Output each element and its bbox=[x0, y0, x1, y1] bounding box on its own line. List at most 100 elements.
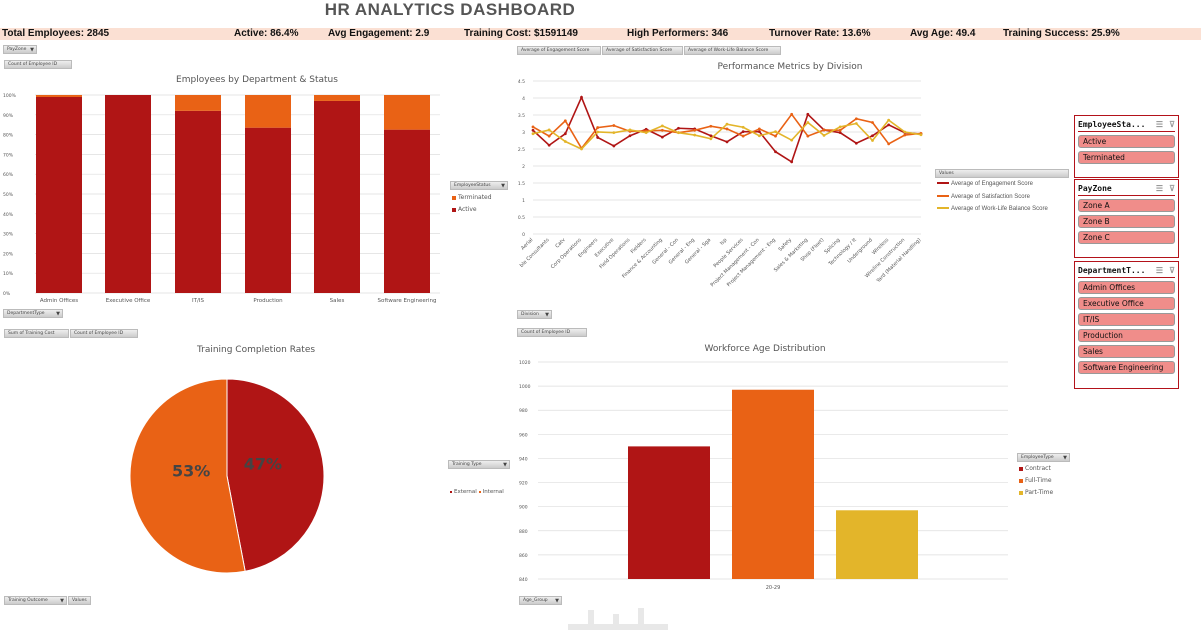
avg-satisfaction-button[interactable]: Average of Satisfaction Score bbox=[602, 46, 683, 55]
data-point bbox=[919, 133, 923, 137]
slicer-item[interactable]: Production bbox=[1078, 329, 1175, 342]
employee-status-legend-button[interactable]: EmployeeStatus ▼ bbox=[450, 181, 508, 190]
slicer-item[interactable]: Zone A bbox=[1078, 199, 1175, 212]
training-outcome-axis-button[interactable]: Training Outcome ▼ bbox=[4, 596, 67, 605]
legend-swatch bbox=[1019, 478, 1023, 483]
multi-select-icon[interactable]: ☰ bbox=[1155, 184, 1163, 193]
data-point bbox=[531, 128, 535, 132]
slicer-item[interactable]: Terminated bbox=[1078, 151, 1175, 164]
legend-item: Average of Engagement Score bbox=[937, 181, 1033, 188]
avg-worklife-button[interactable]: Average of Work-Life Balance Score bbox=[684, 46, 781, 55]
kpi-avg-age: Avg Age: 49.4 bbox=[910, 28, 976, 39]
kpi-avg-engagement: Avg Engagement: 2.9 bbox=[328, 28, 430, 39]
data-point bbox=[822, 134, 826, 137]
slicer-item[interactable]: Sales bbox=[1078, 345, 1175, 358]
data-point bbox=[854, 117, 858, 121]
data-point bbox=[563, 132, 567, 136]
employee-type-legend-button[interactable]: EmployeeType ▼ bbox=[1017, 453, 1070, 462]
data-point bbox=[790, 112, 794, 116]
button-label: Division bbox=[521, 312, 539, 317]
y-tick-label: 2 bbox=[522, 164, 525, 170]
x-tick-label: Field Operations bbox=[598, 237, 631, 270]
y-tick-label: 1020 bbox=[519, 360, 531, 366]
values-button[interactable]: Values bbox=[68, 596, 91, 605]
x-tick-label: Executive Office bbox=[106, 298, 151, 304]
bar-active bbox=[175, 110, 221, 293]
data-point bbox=[903, 130, 907, 134]
bar-terminated bbox=[245, 95, 291, 128]
y-tick-label: 2.5 bbox=[518, 147, 525, 153]
slicer-item[interactable]: Admin Offices bbox=[1078, 281, 1175, 294]
y-tick-label: 0.5 bbox=[518, 215, 525, 221]
clear-filter-icon[interactable]: ⊽ bbox=[1169, 266, 1175, 275]
dropdown-icon: ▼ bbox=[56, 311, 60, 317]
legend-item: Full-Time bbox=[1019, 477, 1052, 484]
department-type-axis-button[interactable]: DepartmentType ▼ bbox=[3, 309, 63, 318]
bar-active bbox=[384, 129, 430, 293]
data-point bbox=[660, 124, 664, 128]
chart3-title: Training Completion Rates bbox=[196, 345, 316, 355]
slicer-item[interactable]: Software Engineering bbox=[1078, 361, 1175, 374]
y-tick-label: 0% bbox=[3, 291, 11, 297]
data-point bbox=[612, 124, 616, 127]
slicer-1: PayZone ☰ ⊽ Zone A Zone B Zone C bbox=[1074, 179, 1179, 258]
bar-active bbox=[314, 100, 360, 293]
data-point bbox=[838, 125, 842, 129]
slicer-item[interactable]: Active bbox=[1078, 135, 1175, 148]
watermark-logo bbox=[568, 608, 668, 630]
slicer-0: EmployeeSta... ☰ ⊽ Active Terminated bbox=[1074, 115, 1179, 178]
data-point bbox=[725, 122, 729, 126]
sum-training-cost-button[interactable]: Sum of Training Cost bbox=[4, 329, 69, 338]
x-tick-label: Software Engineering bbox=[378, 298, 437, 304]
kpi-bar: Total Employees: 2845 Active: 86.4% Avg … bbox=[0, 28, 1201, 40]
slicer-item[interactable]: Executive Office bbox=[1078, 297, 1175, 310]
slicer-title: DepartmentT... bbox=[1078, 266, 1146, 275]
kpi-turnover-rate: Turnover Rate: 13.6% bbox=[769, 28, 871, 39]
legend-label: Contract bbox=[1025, 465, 1051, 472]
bar-active bbox=[36, 96, 82, 293]
x-tick-label: Isp bbox=[719, 237, 728, 246]
slicer-title: EmployeeSta... bbox=[1078, 120, 1146, 129]
x-tick-label: Catv bbox=[554, 237, 566, 249]
y-tick-label: 90% bbox=[3, 113, 14, 119]
count-employee-id-button[interactable]: Count of Employee ID bbox=[4, 60, 72, 69]
values-legend-button[interactable]: Values bbox=[935, 169, 1069, 178]
y-tick-label: 840 bbox=[519, 577, 528, 583]
y-tick-label: 960 bbox=[519, 432, 528, 438]
age-group-axis-button[interactable]: Age_Group ▼ bbox=[519, 596, 562, 605]
division-axis-button[interactable]: Division ▼ bbox=[517, 310, 552, 319]
data-point bbox=[628, 134, 632, 138]
slicer-item[interactable]: Zone B bbox=[1078, 215, 1175, 228]
data-point bbox=[693, 128, 697, 132]
dropdown-icon: ▼ bbox=[545, 312, 549, 318]
count-employee-id-button[interactable]: Count of Employee ID bbox=[517, 328, 587, 337]
legend-label: Average of Work-Life Balance Score bbox=[951, 206, 1048, 212]
legend-item: Part-Time bbox=[1019, 489, 1053, 496]
x-tick-label: 20-29 bbox=[766, 585, 781, 591]
bar-full-time bbox=[732, 389, 814, 579]
payzone-filter-button[interactable]: PayZone ▼ bbox=[3, 45, 37, 54]
data-point bbox=[612, 144, 616, 148]
dropdown-icon: ▼ bbox=[555, 598, 559, 604]
y-tick-label: 80% bbox=[3, 133, 14, 139]
dropdown-icon: ▼ bbox=[30, 47, 34, 53]
slicer-item[interactable]: Zone C bbox=[1078, 231, 1175, 244]
legend-line-icon bbox=[937, 194, 949, 197]
data-point bbox=[741, 134, 745, 138]
clear-filter-icon[interactable]: ⊽ bbox=[1169, 120, 1175, 129]
y-tick-label: 40% bbox=[3, 212, 14, 218]
clear-filter-icon[interactable]: ⊽ bbox=[1169, 184, 1175, 193]
multi-select-icon[interactable]: ☰ bbox=[1155, 120, 1163, 129]
multi-select-icon[interactable]: ☰ bbox=[1155, 266, 1163, 275]
avg-engagement-button[interactable]: Average of Engagement Score bbox=[517, 46, 601, 55]
count-employee-id-button[interactable]: Count of Employee ID bbox=[70, 329, 138, 338]
y-tick-label: 880 bbox=[519, 529, 528, 535]
x-tick-label: Production bbox=[253, 298, 283, 304]
button-label: Training Type bbox=[452, 462, 482, 467]
data-point bbox=[774, 130, 777, 134]
slicer-item[interactable]: IT/IS bbox=[1078, 313, 1175, 326]
training-type-legend-button[interactable]: Training Type ▼ bbox=[448, 460, 510, 469]
x-tick-label: IT/IS bbox=[192, 298, 204, 304]
legend-item: Average of Work-Life Balance Score bbox=[937, 206, 1048, 213]
